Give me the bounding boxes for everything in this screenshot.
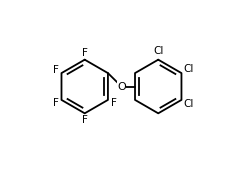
- Text: Cl: Cl: [153, 46, 163, 56]
- Text: O: O: [117, 81, 126, 92]
- Text: F: F: [53, 98, 59, 108]
- Text: Cl: Cl: [184, 64, 194, 74]
- Text: Cl: Cl: [184, 99, 194, 109]
- Text: F: F: [111, 98, 117, 108]
- Text: F: F: [53, 65, 59, 75]
- Text: F: F: [82, 48, 88, 58]
- Text: F: F: [82, 115, 88, 125]
